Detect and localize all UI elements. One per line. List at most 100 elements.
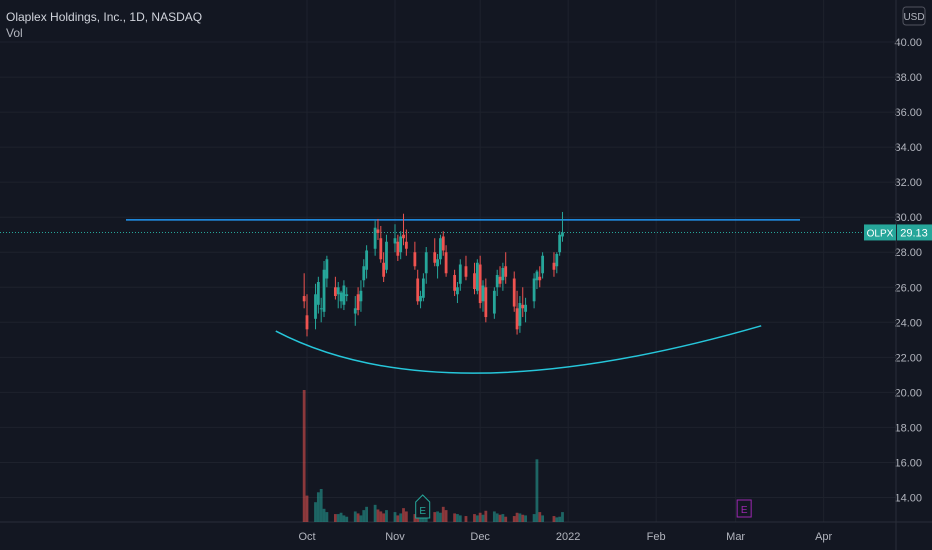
candle-body bbox=[362, 266, 366, 281]
candle-body bbox=[478, 264, 482, 304]
candle-body bbox=[535, 271, 539, 281]
volume-bar bbox=[441, 506, 445, 522]
candle-body bbox=[385, 241, 388, 270]
volume-bar bbox=[464, 516, 468, 522]
candle-body bbox=[436, 259, 439, 267]
y-tick-label: 34.00 bbox=[894, 142, 922, 154]
candle-body bbox=[336, 287, 340, 295]
symbol-badge bbox=[864, 224, 896, 241]
volume-bar bbox=[478, 512, 482, 522]
candle-body bbox=[552, 262, 556, 270]
volume-bar bbox=[504, 516, 508, 522]
candle-body bbox=[473, 273, 476, 290]
candle-body bbox=[561, 232, 564, 237]
volume-bar bbox=[345, 516, 349, 522]
volume-bar bbox=[336, 514, 340, 522]
candle-body bbox=[498, 276, 502, 284]
volume-bar bbox=[356, 513, 360, 522]
symbol-title[interactable]: Olaplex Holdings, Inc., 1D, NASDAQ bbox=[6, 10, 203, 24]
volume-bar bbox=[532, 514, 536, 522]
candle-body bbox=[504, 266, 508, 277]
candle-body bbox=[316, 282, 320, 305]
candle-body bbox=[359, 290, 363, 302]
volume-bar bbox=[362, 510, 366, 522]
volume-bar bbox=[484, 510, 488, 522]
x-tick-label: Mar bbox=[726, 531, 745, 543]
y-tick-label: 14.00 bbox=[894, 492, 922, 504]
volume-bar bbox=[399, 513, 403, 522]
candle-body bbox=[495, 275, 499, 288]
candle-body bbox=[481, 285, 485, 302]
y-tick-label: 20.00 bbox=[894, 387, 922, 399]
volume-bar bbox=[558, 516, 562, 522]
candle-body bbox=[521, 304, 525, 309]
y-tick-label: 40.00 bbox=[894, 37, 922, 49]
volume-indicator-label[interactable]: Vol bbox=[6, 26, 23, 40]
volume-bar bbox=[535, 459, 539, 522]
candle-body bbox=[396, 241, 400, 256]
x-tick-label: Dec bbox=[470, 531, 490, 543]
y-tick-label: 36.00 bbox=[894, 107, 922, 119]
volume-bar bbox=[379, 511, 383, 522]
candle-body bbox=[416, 278, 420, 302]
volume-bar bbox=[421, 516, 425, 522]
candle-body bbox=[353, 308, 357, 314]
volume-bar bbox=[521, 514, 525, 522]
candle-body bbox=[538, 276, 542, 281]
candle-body bbox=[439, 238, 442, 260]
volume-bar bbox=[515, 512, 519, 522]
candle-body bbox=[342, 285, 346, 305]
candle-body bbox=[345, 294, 349, 297]
candle-body bbox=[484, 287, 488, 318]
x-tick-label: Nov bbox=[385, 531, 405, 543]
last-price-badge bbox=[897, 224, 932, 241]
candle-body bbox=[379, 238, 383, 260]
volume-bar bbox=[498, 514, 502, 522]
candle-body bbox=[441, 236, 445, 251]
candle-body bbox=[319, 308, 323, 310]
volume-bar bbox=[322, 508, 326, 522]
y-tick-label: 32.00 bbox=[894, 177, 922, 189]
volume-bar bbox=[382, 513, 386, 522]
candle-body bbox=[402, 234, 405, 239]
candle-body bbox=[322, 269, 326, 312]
y-tick-label: 16.00 bbox=[894, 457, 922, 469]
candle-body bbox=[515, 308, 519, 330]
candle-body bbox=[373, 227, 377, 249]
candle-body bbox=[424, 252, 428, 274]
volume-bar bbox=[339, 512, 343, 522]
x-tick-label: 2022 bbox=[556, 531, 580, 543]
volume-bar bbox=[359, 515, 363, 522]
volume-bar bbox=[333, 514, 337, 522]
volume-bar bbox=[393, 512, 397, 522]
y-tick-label: 28.00 bbox=[894, 247, 922, 259]
x-tick-label: Oct bbox=[298, 531, 315, 543]
volume-bar bbox=[319, 489, 323, 522]
candle-body bbox=[382, 262, 386, 277]
x-tick-label: Feb bbox=[647, 531, 666, 543]
volume-bar bbox=[439, 512, 442, 522]
volume-bar bbox=[353, 511, 357, 522]
candle-body bbox=[305, 315, 309, 330]
volume-bar bbox=[342, 515, 346, 522]
volume-bar bbox=[524, 515, 527, 522]
cup-pattern-curve bbox=[275, 325, 762, 374]
y-tick-label: 18.00 bbox=[894, 422, 922, 434]
volume-bar bbox=[376, 509, 380, 522]
candle-body bbox=[512, 278, 516, 307]
candle-body bbox=[492, 290, 496, 314]
volume-bar bbox=[396, 515, 400, 522]
y-tick-label: 38.00 bbox=[894, 72, 922, 84]
chart-header: Olaplex Holdings, Inc., 1D, NASDAQ Vol bbox=[6, 9, 202, 41]
last-price-value: 29.13 bbox=[900, 227, 928, 239]
candle-body bbox=[532, 278, 536, 302]
candle-body bbox=[302, 296, 306, 302]
volume-bar bbox=[314, 502, 317, 522]
symbol-badge-label: OLPX bbox=[867, 228, 894, 239]
volume-bar bbox=[458, 515, 462, 522]
candle-body bbox=[333, 287, 337, 297]
candle-body bbox=[501, 268, 505, 281]
volume-bar bbox=[538, 512, 542, 522]
